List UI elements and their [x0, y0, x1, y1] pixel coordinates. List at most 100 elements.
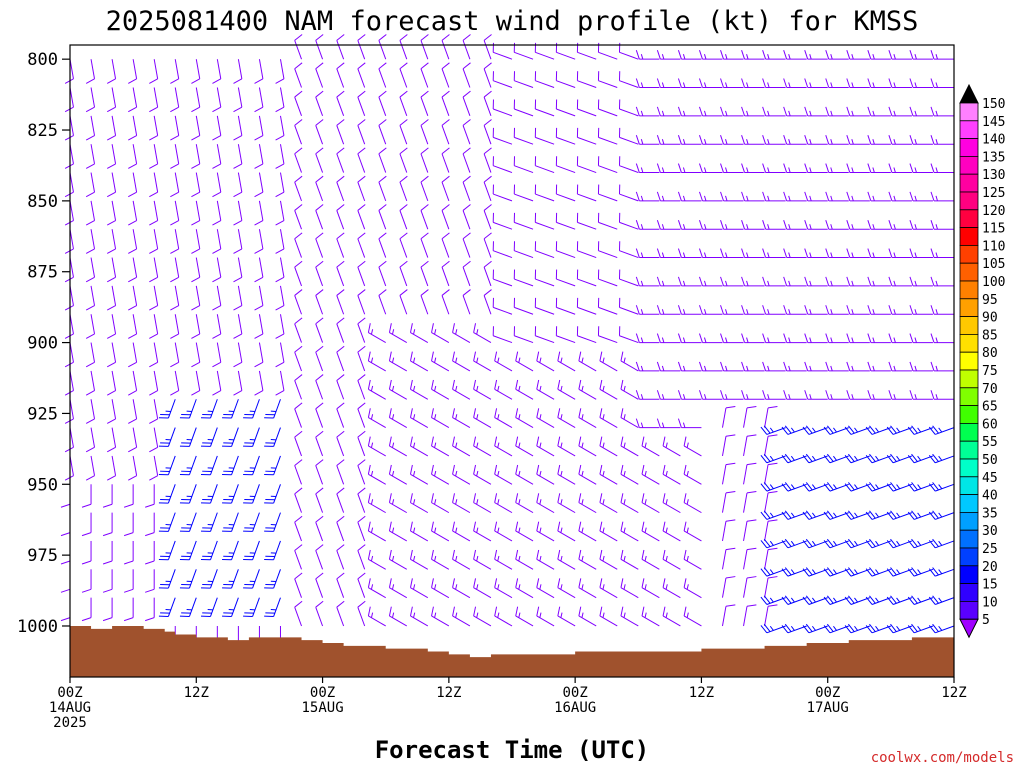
wind-barb	[844, 425, 870, 435]
wind-barb	[662, 578, 681, 599]
wind-barb	[823, 595, 849, 605]
wind-barb	[275, 144, 285, 169]
wind-barb	[473, 549, 492, 570]
wind-barb	[677, 418, 702, 429]
barb-shaft	[315, 493, 324, 513]
wind-barb	[315, 62, 324, 88]
colorbar-swatch	[959, 173, 979, 193]
barb-feather	[420, 232, 429, 240]
barb-shaft	[598, 306, 618, 315]
barb-feather	[890, 482, 897, 491]
barb-shaft	[336, 266, 345, 287]
barb-feather	[515, 351, 519, 362]
wind-barb	[431, 521, 450, 542]
barb-half-feather	[938, 569, 943, 575]
barb-shaft	[357, 550, 366, 570]
barb-shaft	[336, 181, 345, 202]
wind-barb	[492, 71, 513, 88]
barb-feather	[725, 434, 736, 437]
wind-barb	[233, 370, 243, 396]
wind-barb	[865, 538, 892, 549]
barb-half-feather	[914, 252, 917, 258]
barb-half-feather	[686, 499, 689, 505]
wind-barb	[336, 600, 345, 627]
barb-feather	[233, 248, 243, 254]
wind-barb	[64, 200, 74, 226]
barb-feather	[357, 147, 366, 155]
barb-half-feather	[455, 470, 458, 477]
wind-barb	[699, 78, 723, 89]
barb-shaft	[514, 165, 534, 174]
wind-barb	[170, 229, 180, 254]
barb-half-feather	[476, 329, 479, 335]
barb-half-feather	[703, 394, 707, 400]
barb-shaft	[462, 40, 471, 60]
barb-feather	[888, 191, 893, 202]
barb-half-feather	[623, 612, 626, 618]
barb-feather	[869, 538, 876, 547]
barb-half-feather	[872, 139, 875, 145]
barb-half-feather	[893, 224, 896, 230]
colorbar-swatch	[959, 476, 979, 495]
barb-feather	[826, 425, 834, 434]
wind-barb	[81, 484, 92, 508]
barb-half-feather	[767, 195, 770, 202]
barb-shaft	[556, 165, 576, 174]
barb-half-feather	[455, 555, 458, 562]
wind-barb	[802, 567, 828, 577]
wind-barb	[367, 521, 386, 542]
barb-feather	[557, 549, 561, 560]
barb-half-feather	[833, 455, 837, 461]
barb-feather	[578, 578, 582, 588]
wind-barb	[473, 323, 492, 344]
wind-barb	[357, 572, 366, 598]
colorbar-label: 110	[982, 239, 1005, 254]
wind-barb	[677, 78, 702, 89]
barb-feather	[473, 464, 477, 475]
barb-feather	[452, 436, 455, 447]
barb-feather	[641, 493, 645, 503]
barb-feather	[907, 596, 915, 605]
barb-feather	[399, 34, 408, 41]
barb-half-feather	[665, 584, 668, 590]
barb-half-feather	[917, 512, 922, 518]
wind-barb	[578, 521, 597, 542]
wind-barb	[378, 204, 387, 230]
wind-barb	[275, 314, 285, 339]
barb-feather	[106, 305, 116, 311]
barb-feather	[867, 135, 872, 145]
wind-barb	[536, 606, 555, 627]
barb-feather	[367, 578, 371, 588]
wind-barb	[867, 78, 891, 89]
barb-feather	[784, 567, 792, 576]
wind-barb	[483, 175, 492, 202]
barb-shaft	[743, 492, 748, 513]
colorbar-swatch	[959, 458, 979, 478]
wind-barb	[907, 595, 934, 605]
barb-half-feather	[497, 584, 500, 590]
barb-feather	[635, 78, 640, 88]
barb-shaft	[336, 153, 345, 173]
barb-feather	[844, 540, 852, 549]
wind-barb	[597, 99, 618, 117]
barb-shaft	[619, 108, 639, 117]
wind-barb	[170, 172, 180, 198]
wind-barb	[846, 248, 870, 259]
wind-barb	[106, 115, 117, 141]
barb-shaft	[357, 125, 366, 145]
wind-barb	[106, 229, 117, 254]
wind-barb	[656, 78, 681, 89]
barb-feather	[825, 248, 830, 258]
barb-feather	[928, 426, 936, 435]
barb-feather	[462, 34, 471, 41]
barb-half-feather	[767, 110, 770, 116]
wind-barb	[367, 351, 386, 372]
barb-half-feather	[602, 499, 605, 505]
barb-feather	[641, 549, 645, 560]
wind-barb	[106, 370, 117, 396]
barb-shaft	[132, 399, 138, 420]
barb-half-feather	[518, 555, 521, 562]
barb-feather	[767, 576, 778, 579]
wind-barb	[865, 595, 892, 605]
wind-barb	[865, 567, 892, 577]
